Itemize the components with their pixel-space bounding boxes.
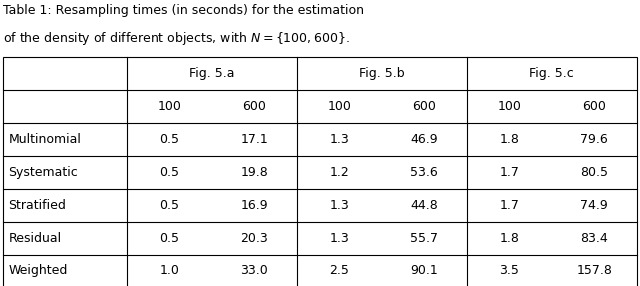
- Text: Stratified: Stratified: [8, 199, 66, 212]
- Text: Table 1: Resampling times (in seconds) for the estimation: Table 1: Resampling times (in seconds) f…: [3, 4, 364, 17]
- Text: 79.6: 79.6: [580, 133, 608, 146]
- Text: 16.9: 16.9: [241, 199, 268, 212]
- Text: 600: 600: [243, 100, 266, 113]
- Text: 33.0: 33.0: [241, 265, 268, 277]
- Text: 600: 600: [582, 100, 606, 113]
- Text: 90.1: 90.1: [410, 265, 438, 277]
- Text: 0.5: 0.5: [159, 166, 179, 179]
- Text: 53.6: 53.6: [410, 166, 438, 179]
- Text: 20.3: 20.3: [241, 232, 268, 245]
- Text: 80.5: 80.5: [580, 166, 608, 179]
- Text: 1.8: 1.8: [499, 232, 519, 245]
- Text: of the density of different objects, with $N = \{100, 600\}$.: of the density of different objects, wit…: [3, 30, 350, 47]
- Text: 46.9: 46.9: [410, 133, 438, 146]
- Text: 1.8: 1.8: [499, 133, 519, 146]
- Text: 100: 100: [327, 100, 351, 113]
- Text: Residual: Residual: [8, 232, 61, 245]
- Text: 0.5: 0.5: [159, 232, 179, 245]
- Text: 600: 600: [412, 100, 436, 113]
- Text: Multinomial: Multinomial: [8, 133, 81, 146]
- Text: Fig. 5.a: Fig. 5.a: [189, 67, 234, 80]
- Text: 157.8: 157.8: [577, 265, 612, 277]
- Text: 0.5: 0.5: [159, 133, 179, 146]
- Text: 3.5: 3.5: [499, 265, 519, 277]
- Text: Fig. 5.c: Fig. 5.c: [529, 67, 574, 80]
- Text: 83.4: 83.4: [580, 232, 608, 245]
- Text: 55.7: 55.7: [410, 232, 438, 245]
- Text: 19.8: 19.8: [241, 166, 268, 179]
- Text: 1.7: 1.7: [499, 199, 519, 212]
- Text: Systematic: Systematic: [8, 166, 78, 179]
- Text: Weighted: Weighted: [8, 265, 68, 277]
- Text: 2.5: 2.5: [330, 265, 349, 277]
- Text: 1.0: 1.0: [159, 265, 179, 277]
- Text: 100: 100: [157, 100, 181, 113]
- Text: Fig. 5.b: Fig. 5.b: [359, 67, 404, 80]
- Text: 17.1: 17.1: [241, 133, 268, 146]
- Text: 74.9: 74.9: [580, 199, 608, 212]
- Text: 100: 100: [497, 100, 521, 113]
- Text: 44.8: 44.8: [410, 199, 438, 212]
- Text: 1.3: 1.3: [330, 199, 349, 212]
- Text: 1.3: 1.3: [330, 232, 349, 245]
- Text: 1.2: 1.2: [330, 166, 349, 179]
- Text: 1.7: 1.7: [499, 166, 519, 179]
- Text: 0.5: 0.5: [159, 199, 179, 212]
- Text: 1.3: 1.3: [330, 133, 349, 146]
